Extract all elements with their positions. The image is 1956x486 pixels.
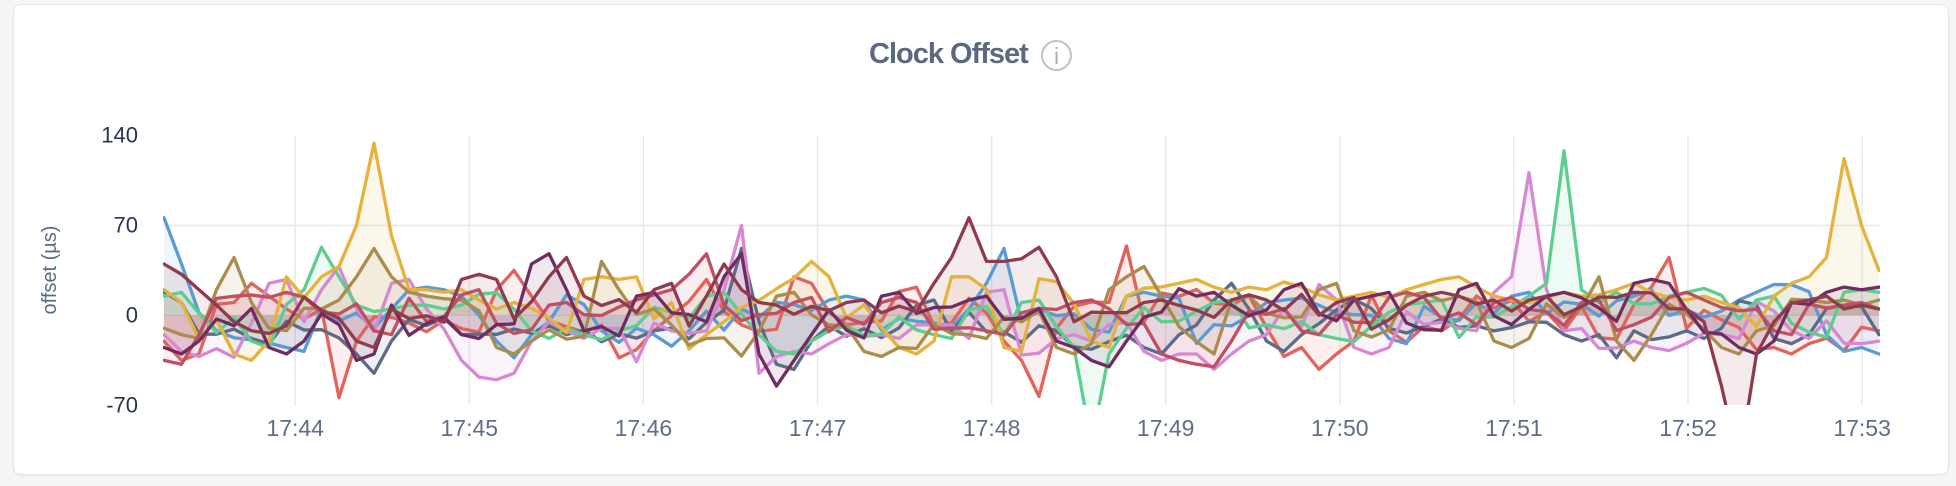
svg-text:17:47: 17:47 — [789, 415, 847, 441]
svg-text:0: 0 — [126, 302, 138, 327]
svg-text:17:49: 17:49 — [1137, 415, 1195, 441]
svg-text:offset (µs): offset (µs) — [39, 226, 61, 315]
svg-text:17:46: 17:46 — [615, 415, 673, 441]
svg-text:140: 140 — [101, 122, 138, 147]
svg-text:17:53: 17:53 — [1833, 415, 1891, 441]
svg-text:-70: -70 — [106, 392, 138, 417]
svg-text:17:48: 17:48 — [963, 415, 1021, 441]
svg-text:17:50: 17:50 — [1311, 415, 1369, 441]
svg-text:17:52: 17:52 — [1659, 415, 1717, 441]
svg-text:17:45: 17:45 — [441, 415, 499, 441]
svg-text:17:51: 17:51 — [1485, 415, 1543, 441]
svg-text:17:44: 17:44 — [266, 415, 324, 441]
svg-text:70: 70 — [114, 212, 138, 237]
